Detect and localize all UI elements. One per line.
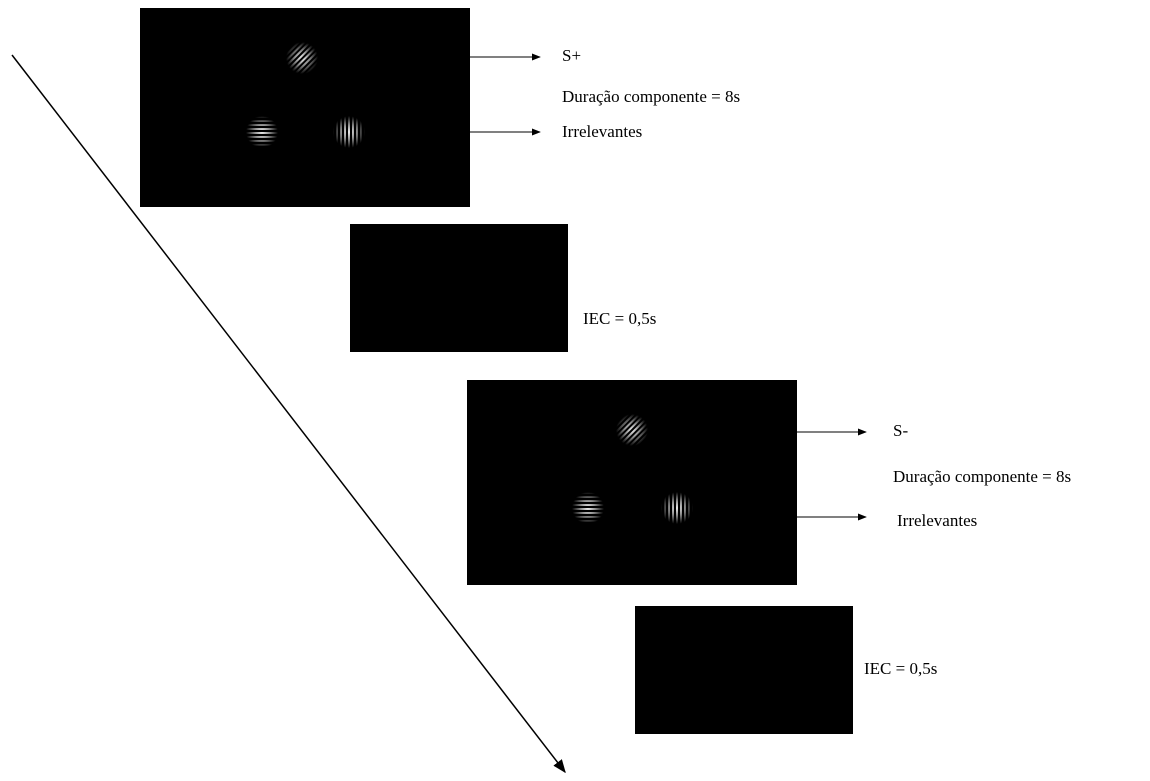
gabor [333, 116, 365, 148]
gabor [286, 42, 318, 74]
duration-label: Duração componente = 8s [893, 467, 1071, 486]
stimulus-frame [140, 8, 470, 207]
distractor-label: Irrelevantes [562, 122, 642, 141]
interval-frame [350, 224, 568, 352]
interval-label: IEC = 0,5s [583, 309, 656, 328]
interval-label: IEC = 0,5s [864, 659, 937, 678]
duration-label: Duração componente = 8s [562, 87, 740, 106]
stimulus-label: S+ [562, 46, 581, 65]
stimulus-frame [467, 380, 797, 585]
gabor [661, 492, 693, 524]
gabor [572, 492, 604, 524]
gabor [616, 414, 648, 446]
distractor-label: Irrelevantes [897, 511, 977, 530]
interval-frame [635, 606, 853, 734]
gabor [246, 116, 278, 148]
stimulus-label: S- [893, 421, 908, 440]
diagram: S+ Duração componente = 8s Irrelevantes … [0, 0, 1150, 776]
